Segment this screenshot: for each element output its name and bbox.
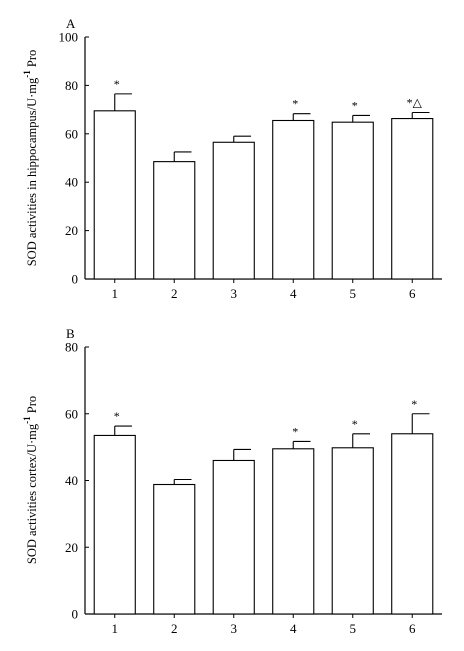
significance-mark: * <box>292 97 298 111</box>
bar <box>153 483 196 615</box>
significance-mark: * <box>114 409 120 423</box>
y-tick-label: 20 <box>65 540 78 555</box>
panel-label: A <box>66 16 76 31</box>
bar <box>93 110 136 280</box>
panel-label: B <box>66 326 75 341</box>
bar <box>391 433 434 615</box>
y-axis-label-suffix: Pro <box>25 50 39 71</box>
y-tick-label: 100 <box>59 30 79 45</box>
significance-mark: * <box>411 397 417 411</box>
bar <box>391 118 434 280</box>
x-tick-label: 3 <box>231 621 238 636</box>
y-axis-label-superscript: -1 <box>22 70 32 78</box>
y-axis-label: SOD activities cortex/U·mg-1 Pro <box>22 396 39 564</box>
x-tick-label: 4 <box>290 621 297 636</box>
x-tick-label: 2 <box>171 621 178 636</box>
x-tick-label: 4 <box>290 286 297 301</box>
chart-panel-a: 0 20 40 60 80 100 1 * 2 3 4 * 5 * 6 *△ A SOD activities i… <box>22 16 442 301</box>
x-tick-label: 6 <box>409 621 416 636</box>
significance-mark: *△ <box>407 96 423 110</box>
y-tick-label: 80 <box>65 340 78 355</box>
bar <box>331 121 374 280</box>
x-tick-label: 1 <box>112 621 119 636</box>
y-axis-label-superscript: -1 <box>22 416 32 424</box>
significance-mark: * <box>292 424 298 438</box>
y-tick-label: 0 <box>72 272 79 287</box>
y-tick-label: 80 <box>65 78 78 93</box>
significance-mark: * <box>352 417 358 431</box>
x-tick-label: 2 <box>171 286 178 301</box>
bar <box>331 447 374 615</box>
x-tick-label: 1 <box>112 286 119 301</box>
x-tick-label: 5 <box>350 286 357 301</box>
x-tick-label: 6 <box>409 286 416 301</box>
chart-panel-b: 0 20 40 60 80 1 * 2 3 4 * 5 * 6 * B SOD activities corte… <box>22 326 442 636</box>
bar <box>272 119 315 280</box>
x-tick-label: 5 <box>350 621 357 636</box>
y-tick-label: 60 <box>65 126 78 141</box>
y-axis-label-suffix: Pro <box>25 396 39 417</box>
bar <box>153 161 196 280</box>
x-tick-label: 3 <box>231 286 238 301</box>
y-tick-label: 60 <box>65 406 78 421</box>
bar <box>212 141 255 280</box>
bar <box>272 448 315 615</box>
y-tick-label: 20 <box>65 223 78 238</box>
y-axis-label-main: SOD activities cortex/U·mg <box>25 423 39 564</box>
significance-mark: * <box>114 77 120 91</box>
y-tick-label: 0 <box>72 607 79 622</box>
y-tick-label: 40 <box>65 175 78 190</box>
y-axis-label-main: SOD activities in hippocampus/U·mg <box>25 77 39 266</box>
bar <box>212 459 255 615</box>
bar <box>93 434 136 615</box>
y-axis-label: SOD activities in hippocampus/U·mg-1 Pro <box>22 50 39 267</box>
significance-mark: * <box>352 98 358 112</box>
y-tick-label: 40 <box>65 473 78 488</box>
